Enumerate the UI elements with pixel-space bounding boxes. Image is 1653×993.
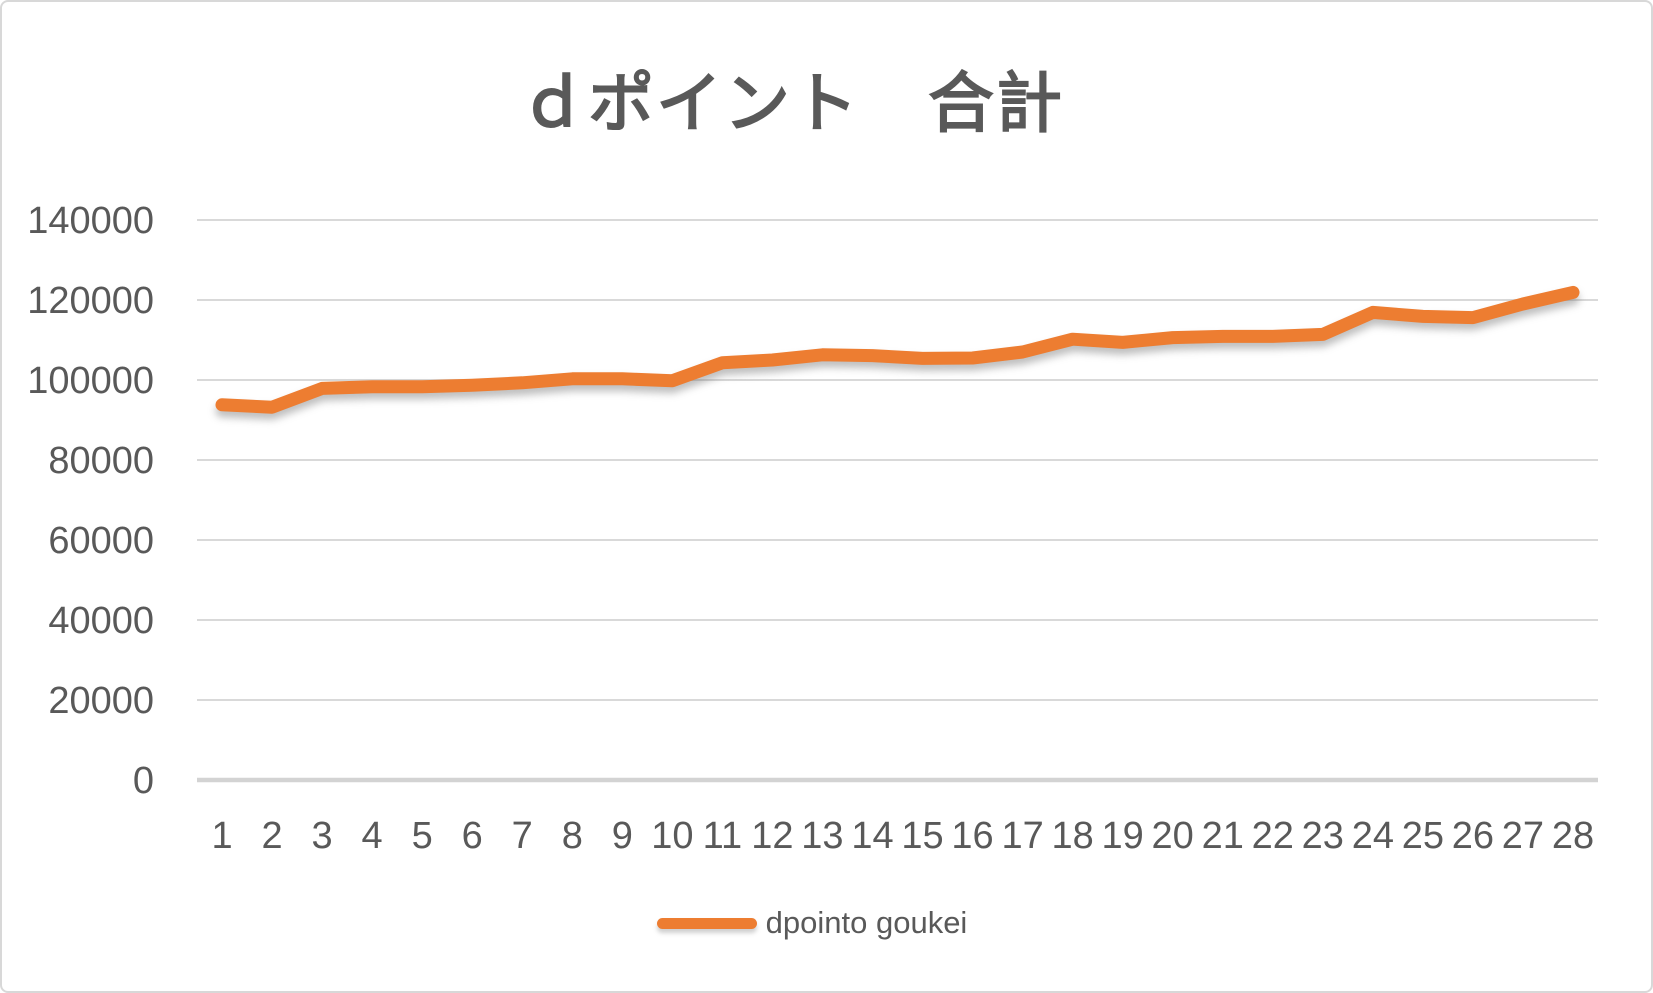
x-tick-label: 28 xyxy=(1552,815,1594,857)
chart-title: ｄポイント 合計 xyxy=(520,66,1064,140)
x-tick-label: 8 xyxy=(562,815,583,857)
x-tick-label: 27 xyxy=(1502,815,1544,857)
legend-line-swatch xyxy=(656,917,757,929)
x-tick-label: 14 xyxy=(851,815,893,857)
x-tick-label: 19 xyxy=(1102,815,1144,857)
x-tick-label: 16 xyxy=(951,815,993,857)
x-tick-label: 26 xyxy=(1452,815,1494,857)
y-tick-label: 140000 xyxy=(27,200,154,242)
y-tick-label: 120000 xyxy=(27,280,154,322)
x-tick-label: 13 xyxy=(801,815,843,857)
x-tick-label: 25 xyxy=(1402,815,1444,857)
legend: dpointo goukei xyxy=(2,905,1622,941)
x-tick-label: 20 xyxy=(1152,815,1194,857)
x-tick-label: 23 xyxy=(1302,815,1344,857)
series-line xyxy=(215,285,1580,414)
x-tick-label: 7 xyxy=(512,815,533,857)
x-tick-label: 2 xyxy=(261,815,282,857)
x-tick-label: 3 xyxy=(312,815,333,857)
x-tick-label: 24 xyxy=(1352,815,1394,857)
y-tick-label: 60000 xyxy=(48,520,154,562)
y-tick-label: 40000 xyxy=(48,600,154,642)
x-tick-label: 21 xyxy=(1202,815,1244,857)
legend-series-label: dpointo goukei xyxy=(765,905,968,940)
x-tick-label: 6 xyxy=(462,815,483,857)
x-tick-label: 12 xyxy=(751,815,793,857)
y-tick-label: 80000 xyxy=(48,440,154,482)
x-tick-label: 11 xyxy=(703,815,742,857)
x-tick-label: 9 xyxy=(612,815,633,857)
y-tick-label: 100000 xyxy=(27,360,154,402)
x-tick-label: 18 xyxy=(1051,815,1093,857)
y-tick-label: 20000 xyxy=(48,680,154,722)
x-tick-label: 17 xyxy=(1001,815,1043,857)
x-tick-label: 10 xyxy=(651,815,693,857)
x-tick-label: 5 xyxy=(412,815,433,857)
y-tick-label: 0 xyxy=(133,760,154,802)
x-tick-label: 22 xyxy=(1252,815,1294,857)
x-tick-label: 15 xyxy=(901,815,943,857)
x-tick-label: 4 xyxy=(362,815,383,857)
x-tick-label: 1 xyxy=(211,815,232,857)
